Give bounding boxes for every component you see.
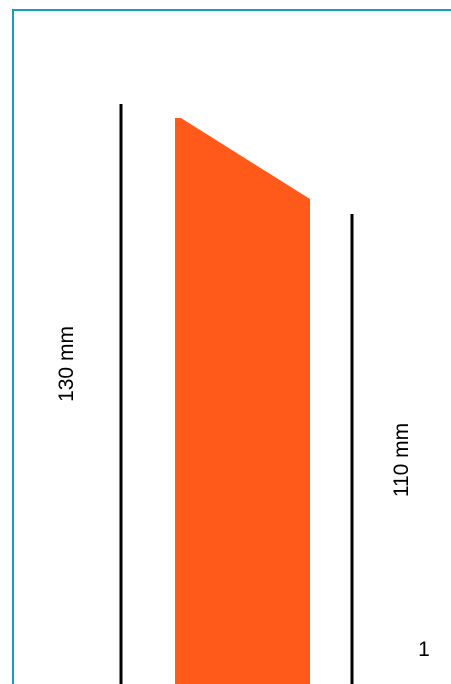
right-dimension-label: 110 mm <box>390 423 413 497</box>
left-dimension-label: 130 mm <box>55 326 78 402</box>
cut-shape <box>175 118 310 684</box>
panel-number: 1 <box>418 638 430 661</box>
